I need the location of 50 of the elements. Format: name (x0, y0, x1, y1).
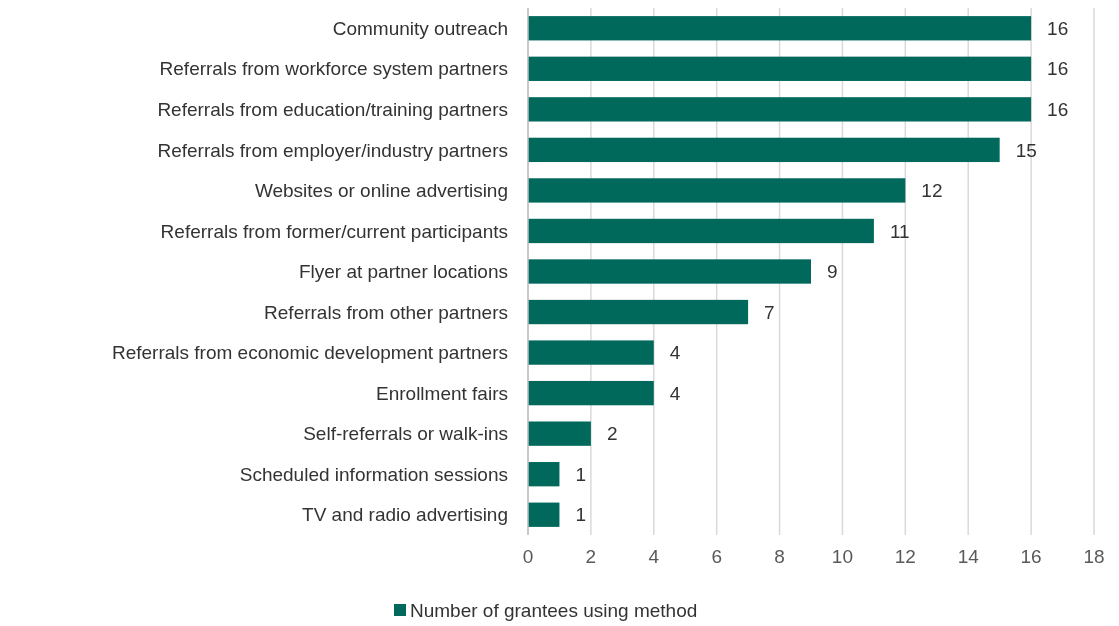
y-tick-label: Self-referrals or walk-ins (303, 423, 508, 445)
y-tick-label: Referrals from economic development partners (111, 342, 508, 364)
x-tick-label: 10 (831, 546, 854, 567)
bar (528, 137, 1000, 163)
bar (528, 380, 654, 406)
x-tick-label: 2 (585, 546, 597, 567)
data-label: 16 (1047, 99, 1069, 120)
data-label: 11 (889, 220, 910, 242)
data-label: 9 (827, 261, 838, 283)
data-label: 12 (921, 180, 943, 202)
x-tick-label: 18 (1083, 546, 1105, 567)
data-label: 15 (1015, 139, 1037, 161)
bar (528, 421, 591, 446)
data-label: 4 (669, 382, 681, 404)
bar (528, 16, 1032, 41)
bar (528, 56, 1032, 81)
x-tick-label: 4 (648, 546, 660, 567)
y-tick-label: Referrals from workforce system partners (159, 58, 508, 80)
legend-label: Number of grantees using method (410, 599, 698, 621)
y-tick-label: Referrals from education/training partners (157, 99, 508, 120)
bar (528, 299, 749, 325)
y-tick-label: Community outreach (332, 17, 508, 39)
y-tick-label: Referrals from former/current participants (160, 220, 508, 242)
x-tick-label: 12 (894, 546, 916, 567)
bar (528, 462, 560, 487)
bar (528, 502, 560, 527)
y-tick-label: Flyer at partner locations (298, 261, 508, 283)
x-tick-label: 0 (522, 546, 534, 567)
bar (528, 97, 1032, 122)
y-tick-label: Referrals from employer/industry partners (157, 139, 508, 161)
x-tick-label: 16 (1020, 546, 1042, 567)
bar (528, 340, 654, 365)
y-tick-label: Scheduled information sessions (239, 463, 508, 485)
y-tick-label: Websites or online advertising (254, 180, 508, 202)
data-label: 7 (764, 301, 775, 323)
data-label: 1 (575, 504, 587, 526)
y-tick-label: Referrals from other partners (264, 301, 508, 323)
bar (528, 178, 906, 203)
y-tick-label: Enrollment fairs (376, 382, 508, 404)
x-tick-label: 6 (711, 546, 722, 567)
y-tick-label: TV and radio advertising (302, 504, 508, 526)
data-label: 16 (1047, 17, 1069, 39)
bar (528, 259, 811, 284)
data-label: 2 (606, 423, 618, 445)
x-tick-label: 8 (774, 546, 785, 567)
bar (528, 218, 874, 244)
data-label: 1 (575, 463, 587, 485)
data-label: 16 (1047, 58, 1069, 80)
x-tick-label: 14 (957, 546, 980, 567)
data-label: 4 (669, 342, 681, 364)
